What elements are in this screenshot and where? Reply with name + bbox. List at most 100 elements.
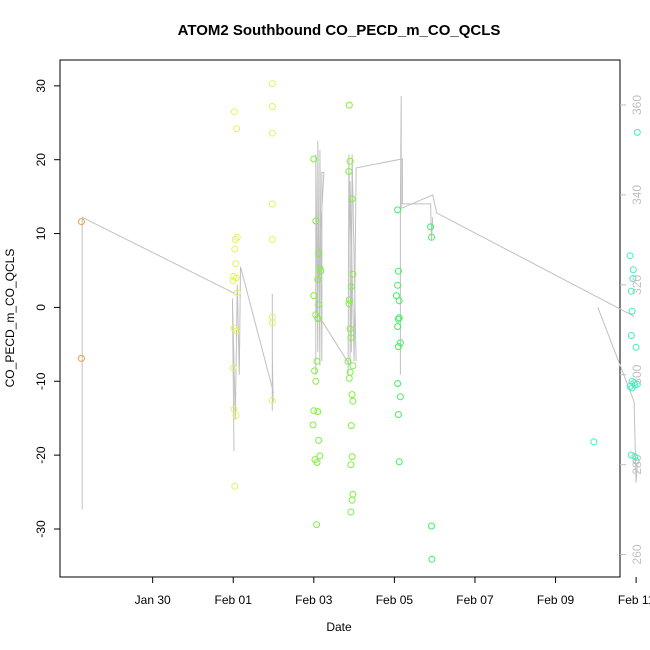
y-tick-label: 20 [34,153,48,167]
data-point [395,314,403,322]
data-point [348,496,356,504]
data-point [315,301,323,308]
data-point [394,380,402,387]
data-point [427,223,435,231]
data-point [392,292,400,300]
data-point [315,250,323,257]
data-point [229,277,237,285]
secondary-line-segment [231,266,274,452]
y2-tick-label: 320 [630,274,644,294]
data-point [349,397,357,405]
data-point [314,408,322,416]
data-point [314,275,322,283]
data-point [394,343,402,351]
data-point [394,206,402,214]
data-point [233,289,241,297]
data-point [312,311,320,319]
data-point [268,80,276,88]
data-point [629,275,637,283]
data-point [345,168,353,175]
data-point [314,315,322,322]
data-point [428,522,435,530]
data-point [346,157,354,165]
data-point [428,233,435,241]
data-point [345,374,353,382]
data-point [631,453,639,461]
data-point [349,270,357,278]
chart-title: ATOM2 Southbound CO_PECD_m_CO_QCLS [178,22,501,39]
data-point [347,461,355,469]
data-point [348,453,356,461]
y2-tick-label: 340 [630,185,644,205]
data-point [231,482,239,490]
data-point [347,334,355,342]
data-point [394,267,402,275]
data-point [268,103,276,110]
data-point [309,421,317,429]
data-point [627,332,635,339]
data-point [268,200,276,208]
secondary-line-segment [271,293,274,411]
data-point [232,411,240,419]
data-point [313,459,321,466]
x-tick-label: Feb 01 [215,593,253,607]
data-point [230,108,238,116]
data-point [347,283,355,291]
data-point [230,405,238,413]
data-point [628,384,636,392]
secondary-line-segment [347,154,357,375]
secondary-line-layer [81,95,638,510]
data-point [316,452,324,460]
data-point [632,343,640,351]
y2-tick-label: 360 [630,95,644,115]
data-point [345,296,353,304]
y-tick-label: -20 [34,446,48,464]
data-point [229,364,237,372]
secondary-line-segment [399,95,635,375]
y-tick-label: 0 [34,304,48,311]
data-point [394,281,402,289]
data-point [396,393,404,401]
data-point [310,407,318,415]
data-point [349,362,357,370]
points-layer [77,80,641,563]
data-point [632,457,640,465]
data-point [395,297,403,305]
y2-tick-label: 300 [630,364,644,384]
plot-frame [59,59,621,578]
data-point [313,521,321,529]
data-point [345,101,353,109]
y-axis-label: CO_PECD_m_CO_QCLS [3,249,17,388]
data-point [313,357,321,365]
data-point [590,438,598,446]
y2-tick-label: 260 [630,544,644,564]
y-tick-label: -10 [34,372,48,390]
data-point [268,397,276,404]
x-tick-label: Feb 11 [618,593,650,607]
data-point [629,266,637,274]
data-point [312,377,320,385]
data-point [231,245,239,253]
data-point [627,451,635,459]
data-point [348,195,356,203]
data-point [633,128,641,136]
data-point [347,508,355,516]
data-point [627,287,635,295]
data-point [233,233,241,241]
data-point [394,323,402,331]
data-point [232,260,240,268]
data-point [268,236,276,243]
secondary-line-segment [315,140,434,375]
axes-layer: Jan 30 Feb 01 Feb 03 Feb 05 Feb 07 Feb 09 Feb … [34,79,650,607]
data-point [312,217,320,225]
data-point [346,325,354,333]
secondary-line-segment [597,307,638,483]
data-point [77,354,85,362]
y-tick-label: 10 [34,227,48,241]
x-tick-label: Feb 03 [295,593,333,607]
secondary-line-segment [81,216,236,510]
data-point [345,300,353,308]
data-point [347,422,355,430]
data-point [394,315,402,323]
data-point [348,391,356,399]
